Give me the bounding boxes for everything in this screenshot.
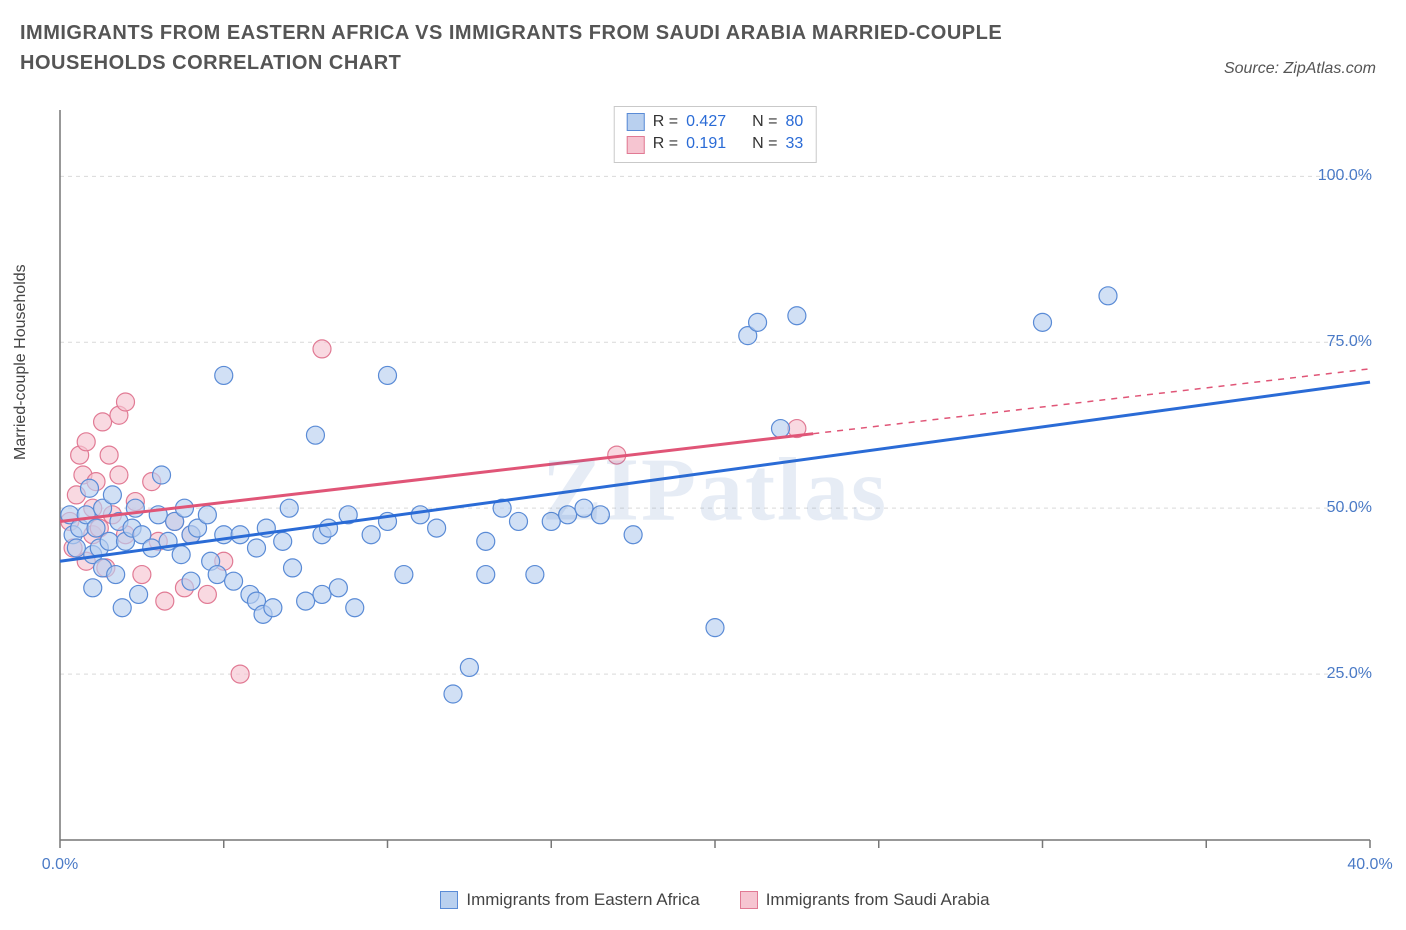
y-axis-label: Married-couple Households xyxy=(12,264,30,460)
legend-row-a: R = 0.427 N = 80 xyxy=(627,111,804,133)
legend-item-b: Immigrants from Saudi Arabia xyxy=(740,890,990,910)
n-value-a: 80 xyxy=(785,111,803,133)
legend-stats: R = 0.427 N = 80 R = 0.191 N = 33 xyxy=(614,106,817,163)
n-value-b: 33 xyxy=(785,133,803,155)
x-tick-label: 0.0% xyxy=(42,856,78,874)
swatch-icon xyxy=(440,891,458,909)
x-tick-label: 40.0% xyxy=(1347,856,1392,874)
chart-title: IMMIGRANTS FROM EASTERN AFRICA VS IMMIGR… xyxy=(20,18,1120,78)
r-value-b: 0.191 xyxy=(686,133,726,155)
swatch-icon xyxy=(740,891,758,909)
swatch-icon xyxy=(627,136,645,154)
series-label-b: Immigrants from Saudi Arabia xyxy=(766,890,990,910)
y-tick-label: 75.0% xyxy=(1327,333,1372,351)
legend-item-a: Immigrants from Eastern Africa xyxy=(440,890,699,910)
swatch-icon xyxy=(627,113,645,131)
legend-series: Immigrants from Eastern Africa Immigrant… xyxy=(50,890,1380,910)
y-tick-label: 25.0% xyxy=(1327,665,1372,683)
y-tick-label: 100.0% xyxy=(1318,167,1372,185)
series-label-a: Immigrants from Eastern Africa xyxy=(466,890,699,910)
chart-source: Source: ZipAtlas.com xyxy=(1224,60,1376,78)
y-tick-label: 50.0% xyxy=(1327,499,1372,517)
legend-row-b: R = 0.191 N = 33 xyxy=(627,133,804,155)
scatter-plot: ZIPatlas R = 0.427 N = 80 R = 0.191 N = … xyxy=(50,100,1380,880)
r-value-a: 0.427 xyxy=(686,111,726,133)
